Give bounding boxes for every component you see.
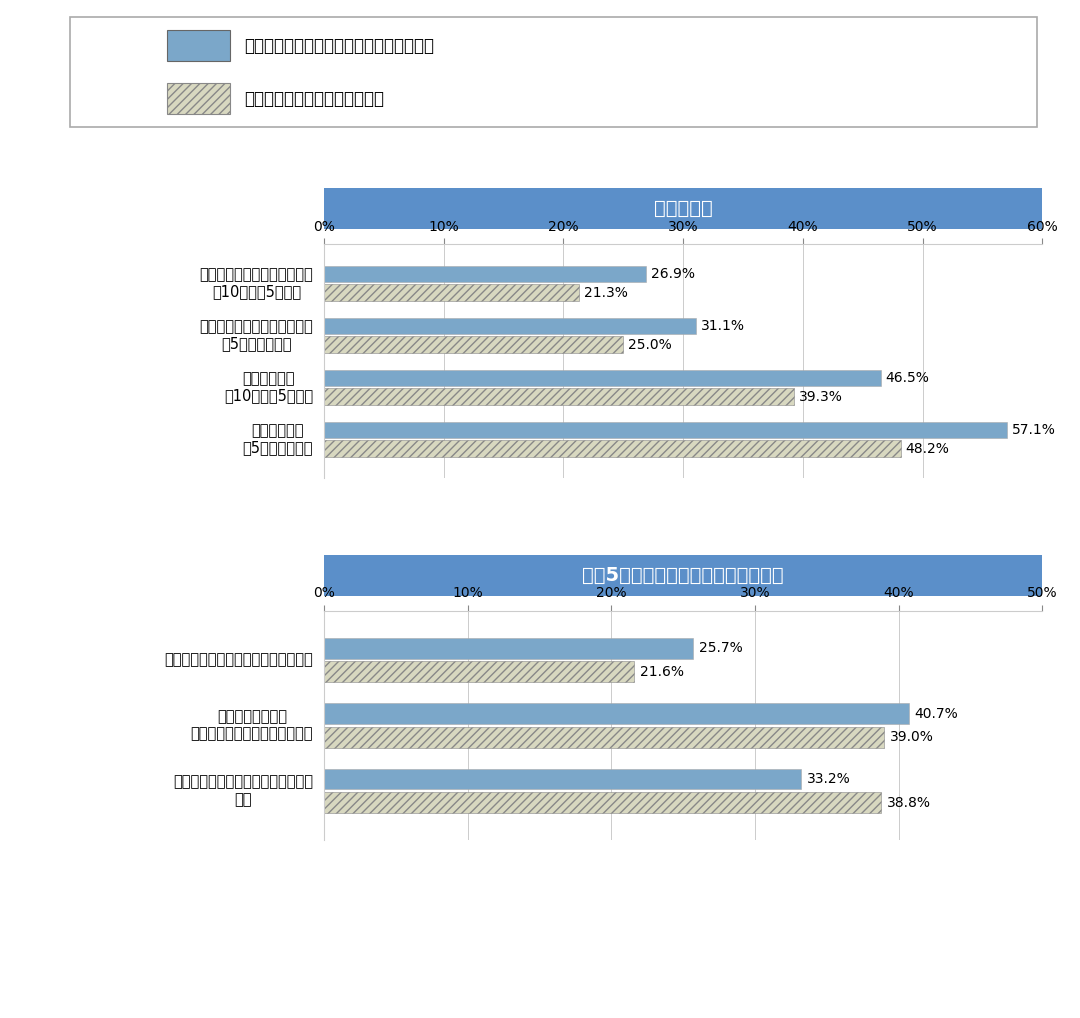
- Text: 25.0%: 25.0%: [629, 338, 672, 352]
- Text: 40.7%: 40.7%: [915, 706, 958, 721]
- Text: 売上高が増加
（5年前～現在）: 売上高が増加 （5年前～現在）: [243, 423, 313, 456]
- Bar: [324, 389, 795, 405]
- Bar: [324, 318, 697, 334]
- Bar: [167, 31, 230, 61]
- Bar: [324, 441, 901, 457]
- Text: 21.3%: 21.3%: [584, 286, 627, 299]
- Text: 33.2%: 33.2%: [807, 772, 850, 786]
- Bar: [324, 336, 623, 353]
- Bar: [324, 421, 1008, 439]
- Text: 38.8%: 38.8%: [887, 795, 931, 809]
- Text: 48.2%: 48.2%: [906, 442, 949, 456]
- Bar: [324, 769, 801, 790]
- Text: 26.9%: 26.9%: [651, 267, 694, 281]
- Text: 量（人数）・質ともに確保できてい
ない: 量（人数）・質ともに確保できてい ない: [173, 775, 313, 807]
- Text: 売上高営業利益率が増加傾向
（10年前～5年前）: 売上高営業利益率が増加傾向 （10年前～5年前）: [200, 267, 313, 299]
- Bar: [324, 266, 646, 282]
- Text: 従業員と顧客満足度の両方を重視する企業: 従業員と顧客満足度の両方を重視する企業: [244, 37, 434, 55]
- Bar: [324, 662, 634, 682]
- Bar: [167, 83, 230, 114]
- Bar: [324, 727, 885, 747]
- Text: 顧客満足度のみを重視する企業: 顧客満足度のみを重視する企業: [244, 90, 384, 108]
- Bar: [324, 637, 693, 659]
- Text: 量（人数）または
質のいずれかが確保できている: 量（人数）または 質のいずれかが確保できている: [191, 710, 313, 741]
- Bar: [324, 284, 579, 301]
- Bar: [324, 792, 881, 813]
- Text: 46.5%: 46.5%: [886, 371, 929, 385]
- Bar: [324, 703, 908, 724]
- Text: 過去5年間の正社員の人材確保の状況: 過去5年間の正社員の人材確保の状況: [582, 566, 784, 584]
- Text: 31.1%: 31.1%: [701, 319, 745, 333]
- Text: 39.3%: 39.3%: [799, 390, 843, 404]
- Bar: [324, 370, 880, 387]
- Text: 21.6%: 21.6%: [640, 665, 684, 679]
- Text: 売上高営業利益率が増加傾向
（5年前～現在）: 売上高営業利益率が増加傾向 （5年前～現在）: [200, 320, 313, 351]
- Text: 業績の状況: 業績の状況: [653, 200, 713, 218]
- Text: 39.0%: 39.0%: [890, 730, 934, 744]
- Text: 57.1%: 57.1%: [1012, 423, 1056, 437]
- Text: 量（人数）・質ともに確保できている: 量（人数）・質ともに確保できている: [164, 653, 313, 668]
- Text: 売上高が増加
（10年前～5年前）: 売上高が増加 （10年前～5年前）: [224, 372, 313, 403]
- Text: 25.7%: 25.7%: [699, 641, 743, 656]
